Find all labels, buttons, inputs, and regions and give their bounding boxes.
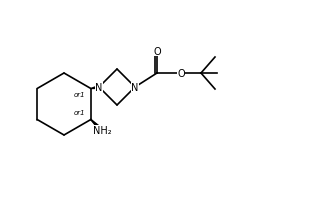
Text: or1: or1 [74,109,85,115]
Polygon shape [91,86,99,89]
Polygon shape [91,120,100,129]
Text: N: N [95,83,103,93]
Text: N: N [131,83,139,93]
Text: O: O [177,69,185,79]
Text: or1: or1 [74,92,85,98]
Text: NH₂: NH₂ [92,126,111,136]
Text: O: O [153,47,161,57]
